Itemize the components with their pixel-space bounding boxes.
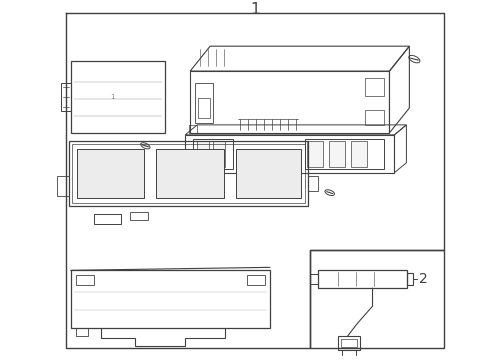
Bar <box>69 141 308 206</box>
Bar <box>308 176 318 191</box>
Text: 1: 1 <box>110 94 115 100</box>
Bar <box>247 275 265 285</box>
Bar <box>310 274 318 284</box>
Bar <box>76 149 145 198</box>
Bar <box>341 339 357 347</box>
Bar <box>351 141 367 167</box>
Bar <box>190 71 390 133</box>
Bar <box>61 83 71 111</box>
Bar <box>365 78 385 96</box>
Bar <box>236 149 301 198</box>
Bar <box>318 270 407 288</box>
Bar <box>197 141 209 167</box>
Bar <box>193 139 233 169</box>
Bar <box>71 270 270 328</box>
Bar <box>72 144 305 203</box>
Bar <box>338 336 360 350</box>
Bar <box>198 98 210 118</box>
Bar <box>185 135 394 173</box>
Bar <box>195 83 213 123</box>
Bar <box>407 273 414 285</box>
Bar <box>94 213 122 224</box>
Bar <box>329 141 344 167</box>
Bar <box>305 139 385 169</box>
Text: 2: 2 <box>419 272 428 286</box>
Bar <box>75 328 88 336</box>
Bar <box>365 110 385 125</box>
Bar <box>310 251 444 348</box>
Bar <box>130 212 148 220</box>
Bar <box>213 141 225 167</box>
Bar <box>75 275 94 285</box>
Bar <box>307 141 323 167</box>
Bar <box>57 176 69 195</box>
Text: 1: 1 <box>250 2 260 17</box>
Bar <box>71 61 165 133</box>
Bar <box>189 125 197 133</box>
Bar <box>156 149 224 198</box>
